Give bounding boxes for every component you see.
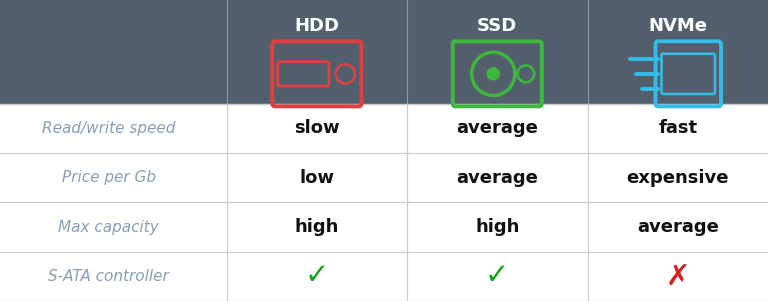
Text: S-ATA controller: S-ATA controller xyxy=(48,269,169,284)
Bar xyxy=(0,104,768,153)
Text: HDD: HDD xyxy=(294,17,339,35)
Bar xyxy=(0,0,768,104)
Bar xyxy=(0,153,768,202)
Text: Price per Gb: Price per Gb xyxy=(61,170,156,185)
Text: expensive: expensive xyxy=(627,169,729,187)
Text: ✓: ✓ xyxy=(305,262,329,290)
Text: ✓: ✓ xyxy=(485,262,509,290)
Text: average: average xyxy=(637,218,719,236)
Text: NVMe: NVMe xyxy=(648,17,707,35)
Bar xyxy=(0,252,768,301)
Text: Read/write speed: Read/write speed xyxy=(42,121,175,136)
Text: high: high xyxy=(475,218,519,236)
Text: average: average xyxy=(456,169,538,187)
Text: Max capacity: Max capacity xyxy=(58,219,159,234)
Text: average: average xyxy=(456,119,538,138)
Text: slow: slow xyxy=(294,119,339,138)
Text: SSD: SSD xyxy=(477,17,518,35)
Text: high: high xyxy=(295,218,339,236)
Circle shape xyxy=(487,68,499,80)
Text: ✗: ✗ xyxy=(666,262,690,290)
Text: low: low xyxy=(300,169,334,187)
Text: fast: fast xyxy=(658,119,697,138)
Bar xyxy=(0,203,768,252)
